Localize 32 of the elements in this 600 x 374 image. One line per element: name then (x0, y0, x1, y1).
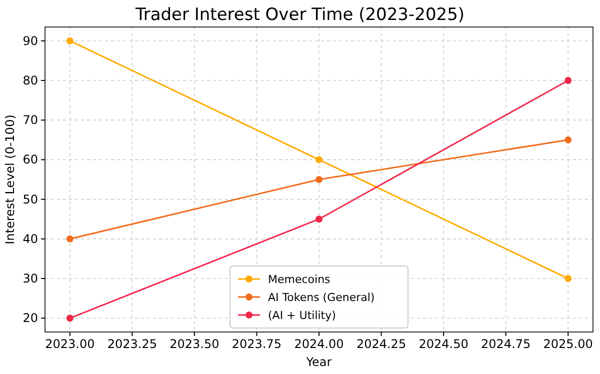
x-tick-label: 2024.75 (481, 337, 531, 351)
x-axis-title: Year (305, 355, 332, 369)
x-tick-label: 2023.75 (232, 337, 282, 351)
y-tick-label: 60 (22, 152, 38, 167)
point (564, 136, 572, 144)
y-tick-label: 80 (22, 73, 38, 88)
y-tick-label: 70 (22, 113, 38, 128)
legend-label: (AI + Utility) (268, 309, 336, 322)
x-tick-label: 2024.00 (294, 337, 344, 351)
point (66, 37, 74, 44)
x-tick-label: 2024.25 (356, 337, 406, 351)
chart-title: Trader Interest Over Time (2023-2025) (134, 5, 465, 25)
y-tick-label: 90 (22, 34, 38, 48)
x-tick-label: 2023.00 (45, 337, 95, 351)
y-tick-label: 40 (22, 232, 38, 246)
y-tick-label: 20 (22, 311, 38, 326)
x-tick-label: 2023.50 (170, 337, 220, 351)
x-tick-label: 2023.25 (107, 337, 157, 351)
point (316, 176, 322, 183)
legend-label: Memecoins (268, 273, 331, 286)
y-axis-title: Interest Level (0-100) (3, 114, 17, 244)
point (316, 156, 322, 164)
x-tick-label: 2024.50 (418, 337, 468, 351)
point (316, 216, 322, 223)
legend-label: AI Tokens (General) (268, 291, 375, 304)
point (66, 235, 74, 242)
y-tick-label: 50 (22, 192, 38, 206)
point (66, 314, 74, 322)
x-tick-label: 2025.00 (543, 337, 593, 351)
point (564, 76, 572, 84)
point (564, 275, 572, 282)
y-tick-label: 30 (22, 272, 38, 286)
